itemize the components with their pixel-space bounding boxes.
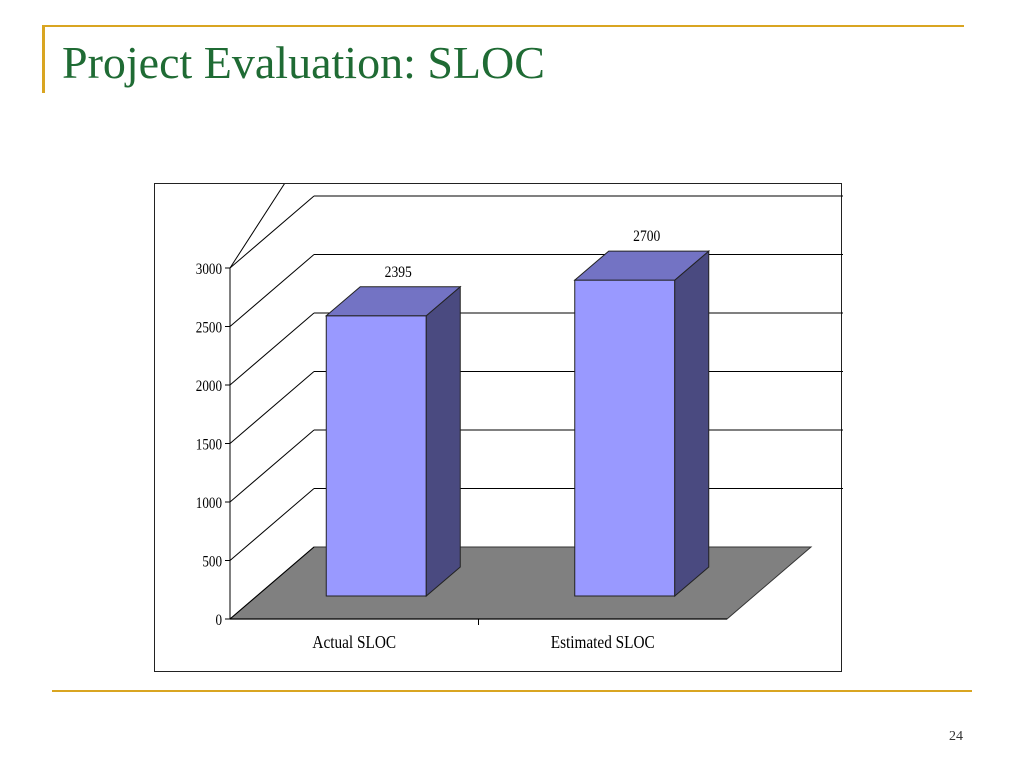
bar-data-label: 2700 bbox=[633, 228, 660, 245]
chart-floor bbox=[228, 546, 813, 620]
gridline-depth bbox=[229, 488, 315, 561]
gridline-depth bbox=[229, 371, 315, 444]
gridline-depth bbox=[229, 195, 315, 269]
x-category-label: Estimated SLOC bbox=[551, 632, 655, 652]
page-number: 24 bbox=[949, 729, 963, 744]
y-tick-label: 1500 bbox=[196, 436, 222, 453]
bar-top bbox=[324, 286, 462, 317]
bar-front bbox=[325, 315, 427, 597]
gridline-depth bbox=[229, 429, 315, 503]
bar-front bbox=[574, 279, 676, 597]
x-category-label: Actual SLOC bbox=[312, 632, 396, 652]
y-tick-label: 2000 bbox=[196, 378, 222, 395]
y-tick-label: 500 bbox=[202, 553, 222, 570]
gridline-depth bbox=[229, 184, 285, 269]
bar-top bbox=[573, 250, 711, 281]
title-rule-horizontal bbox=[42, 25, 964, 27]
sloc-bar-chart: 0 500 1000 1500 2000 2500 3000 2395 Actual SLOC 2… bbox=[196, 184, 843, 652]
bar-side bbox=[674, 250, 710, 598]
gridline-depth bbox=[229, 312, 315, 386]
gridline-depth bbox=[229, 546, 315, 620]
y-tick-label: 1000 bbox=[196, 495, 222, 512]
chart-frame: 0 500 1000 1500 2000 2500 3000 2395 Actual SLOC 2… bbox=[154, 183, 843, 672]
bar-side bbox=[425, 285, 461, 598]
y-tick-label: 2500 bbox=[196, 319, 222, 336]
y-tick-label: 0 bbox=[215, 612, 222, 629]
bar-data-label: 2395 bbox=[385, 264, 412, 281]
footer-rule bbox=[52, 690, 972, 692]
gridline-depth bbox=[229, 254, 315, 327]
y-tick-label: 3000 bbox=[196, 261, 222, 278]
title-rule-vertical bbox=[42, 25, 45, 93]
slide-title: Project Evaluation: SLOC bbox=[62, 37, 545, 88]
